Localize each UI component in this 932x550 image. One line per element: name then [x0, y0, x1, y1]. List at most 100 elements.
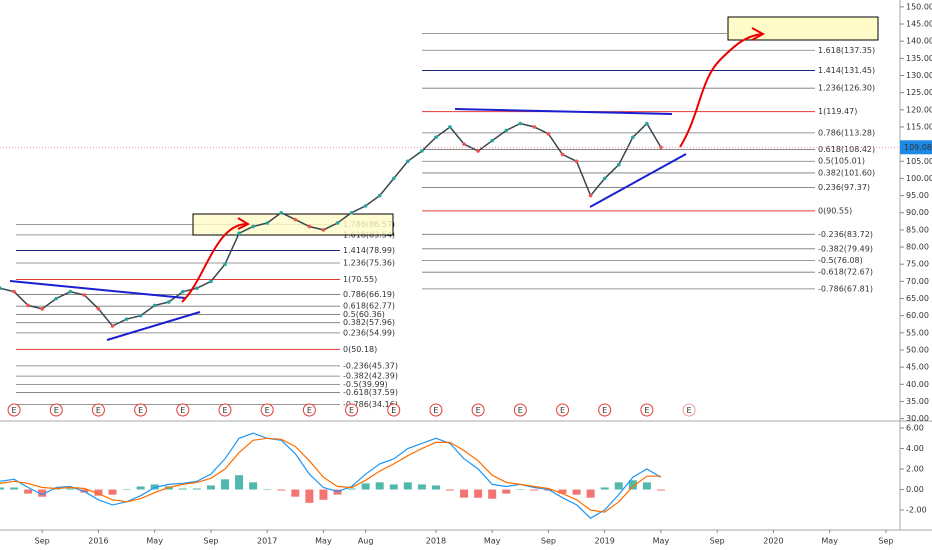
fib-label: 1(119.47)	[818, 107, 857, 116]
fib-label: -0.236(83.72)	[818, 230, 873, 239]
histogram-bar	[431, 485, 440, 490]
earnings-label: E	[433, 406, 438, 415]
fib-label: 1(70.55)	[343, 275, 377, 284]
x-tick-label: 2016	[88, 537, 108, 546]
histogram-bar	[642, 482, 651, 490]
histogram-bar	[305, 489, 314, 503]
histogram-bar	[94, 489, 103, 496]
histogram-bar	[192, 488, 201, 490]
histogram-bar	[572, 489, 581, 495]
fib-label: 0.382(101.60)	[818, 168, 875, 177]
price-point	[54, 296, 59, 301]
earnings-label: E	[180, 406, 185, 415]
histogram-bar	[600, 487, 609, 490]
histogram-bar	[319, 489, 328, 500]
x-tick-label: May	[315, 537, 332, 546]
earnings-label: E	[12, 406, 17, 415]
y-tick-label: 105.00	[906, 157, 932, 166]
price-point	[504, 128, 509, 133]
price-point	[476, 149, 480, 153]
trendline	[9, 280, 186, 299]
fib-label: 0.618(108.42)	[818, 145, 875, 154]
y-tick-label: 60.00	[906, 311, 929, 320]
price-point	[574, 159, 579, 164]
histogram-bar	[235, 475, 244, 490]
y-tick-label: 75.00	[906, 260, 929, 269]
price-point	[518, 121, 523, 126]
histogram-bar	[10, 487, 19, 490]
histogram-bar	[460, 489, 469, 498]
histogram-bar	[277, 489, 286, 491]
price-point	[349, 210, 354, 215]
earnings-label: E	[391, 406, 396, 415]
fib-label: 0.382(57.96)	[343, 318, 395, 327]
earnings-marker	[7, 403, 21, 417]
histogram-bar	[474, 489, 483, 498]
fib-label: -0.5(39.99)	[343, 380, 388, 389]
price-point	[195, 286, 199, 291]
y-tick-label: 40.00	[906, 380, 929, 389]
price-point	[181, 289, 185, 294]
y-tick-label: 6.00	[906, 424, 924, 433]
earnings-marker	[471, 403, 485, 417]
earnings-label: E	[560, 406, 565, 415]
y-tick-label: 115.00	[906, 122, 932, 131]
histogram-bar	[38, 489, 47, 497]
y-tick-label: 2.00	[906, 465, 924, 474]
arrow	[679, 33, 763, 148]
fib-label: 1.414(131.45)	[818, 66, 875, 75]
histogram-bar	[136, 486, 145, 490]
y-tick-label: 95.00	[906, 191, 929, 200]
price-layer	[0, 121, 663, 328]
price-point	[462, 142, 466, 146]
price-point	[12, 289, 16, 294]
histogram-bar	[66, 488, 75, 490]
fib-label: -0.382(42.39)	[343, 372, 398, 381]
fib-label: -0.236(45.37)	[343, 361, 398, 370]
earnings-label: E	[307, 406, 312, 415]
price-point	[363, 204, 368, 208]
last-price-label: 109.08	[904, 143, 932, 152]
price-point	[293, 217, 298, 222]
price-point	[0, 286, 2, 291]
price-point	[335, 221, 340, 225]
price-point	[110, 324, 115, 328]
price-point	[377, 193, 382, 198]
price-point	[602, 176, 607, 181]
histogram-bar	[628, 480, 637, 490]
y-tick-label: 30.00	[906, 414, 929, 423]
earnings-label: E	[518, 406, 523, 415]
fib-label: 0.5(60.36)	[343, 310, 385, 319]
histogram-bar	[249, 482, 258, 490]
price-point	[251, 224, 255, 229]
x-tick-label: Sep	[541, 537, 556, 546]
y-tick-label: 55.00	[906, 328, 929, 337]
price-point	[588, 193, 593, 198]
y-tick-label: 70.00	[906, 277, 929, 286]
histogram-bar	[263, 489, 272, 491]
price-point	[307, 224, 312, 229]
price-point	[124, 317, 129, 321]
x-tick-label: May	[146, 537, 163, 546]
earnings-label: E	[265, 406, 270, 415]
earnings-label: E	[54, 406, 59, 415]
histogram-bar	[291, 489, 300, 497]
x-tick-label: Sep	[203, 537, 218, 546]
x-tick-label: Sep	[710, 537, 725, 546]
price-point	[209, 279, 213, 284]
histogram-bar	[516, 489, 525, 491]
y-tick-label: 130.00	[906, 71, 932, 80]
x-tick-label: 2019	[595, 537, 615, 546]
price-point	[560, 152, 565, 157]
earnings-label: E	[138, 406, 143, 415]
price-point	[96, 307, 101, 311]
price-point	[532, 125, 537, 129]
fib-label: -0.5(76.08)	[818, 256, 863, 265]
price-point	[279, 210, 284, 215]
x-tick-label: Sep	[878, 537, 893, 546]
y-tick-label: 35.00	[906, 397, 929, 406]
x-tick-label: May	[653, 537, 670, 546]
fib-label: 1.618(137.35)	[818, 46, 875, 55]
earnings-marker	[387, 403, 401, 417]
fib-label: 0.786(66.19)	[343, 290, 395, 299]
